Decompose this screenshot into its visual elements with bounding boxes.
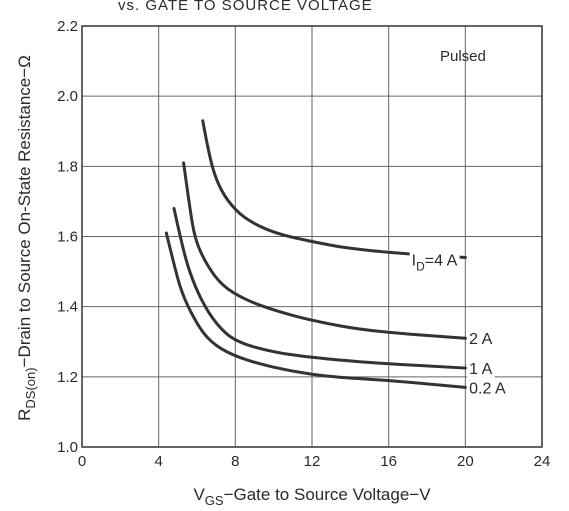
series-labels: 0.2 A 1 A 2 A ID=4 A — [409, 252, 508, 398]
x-tick-label: 24 — [534, 453, 551, 470]
x-tick-label: 16 — [380, 453, 397, 470]
chart-title: vs. GATE TO SOURCE VOLTAGE — [118, 0, 373, 14]
series-label: 2 A — [469, 331, 492, 348]
series-label-background — [409, 252, 460, 274]
x-tick-label: 0 — [78, 453, 86, 470]
y-tick-label: 1.2 — [57, 369, 78, 386]
series-line — [201, 119, 467, 260]
series-label: ID=4 A — [412, 252, 458, 273]
series-label-background — [467, 380, 508, 398]
series-label-background — [467, 361, 495, 379]
series-line — [172, 206, 467, 370]
x-tick-label: 8 — [231, 453, 239, 470]
data-series — [164, 119, 467, 389]
y-axis-label: RDS(on)−Drain to Source On-State Resista… — [15, 55, 38, 421]
series-line — [164, 231, 467, 389]
x-axis-label: VGS−Gate to Source Voltage−V — [193, 485, 431, 508]
tick-labels: 0 4 8 12 16 20 24 1.0 1.2 1.4 1.6 1.8 2.0 2.2 — [57, 18, 550, 470]
y-tick-label: 1.6 — [57, 229, 78, 246]
y-tick-label: 2.0 — [57, 88, 78, 105]
x-tick-label: 20 — [457, 453, 474, 470]
pulsed-annotation: Pulsed — [440, 48, 486, 65]
series-line — [182, 161, 467, 340]
plot-frame — [81, 25, 543, 448]
series-label-background — [467, 331, 495, 349]
y-tick-label: 1.8 — [57, 158, 78, 175]
y-tick-label: 1.0 — [57, 439, 78, 456]
series-label: 1 A — [469, 361, 492, 378]
y-tick-label: 2.2 — [57, 18, 78, 35]
series-label: 0.2 A — [469, 380, 506, 397]
x-tick-label: 4 — [154, 453, 162, 470]
x-tick-label: 12 — [304, 453, 321, 470]
y-tick-label: 1.4 — [57, 299, 78, 316]
